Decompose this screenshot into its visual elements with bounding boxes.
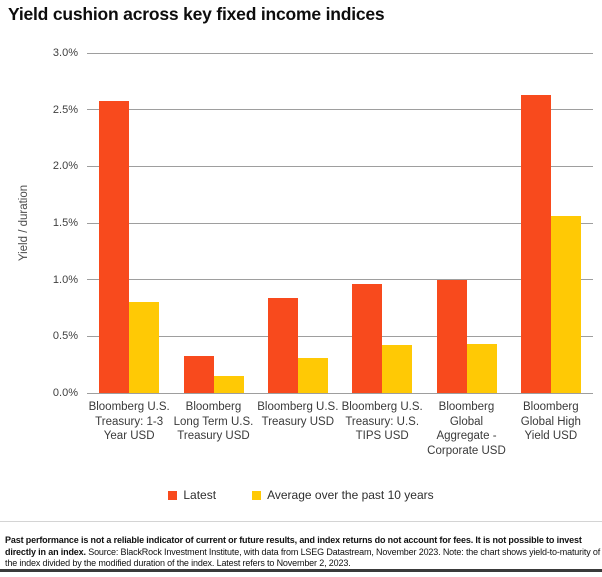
gridline-2.5% (87, 109, 593, 111)
bottom-border (0, 569, 602, 572)
bar-average-over-the-past-10-years-0 (129, 302, 160, 393)
bar-average-over-the-past-10-years-3 (382, 345, 413, 393)
y-tick-label: 1.5% (52, 217, 78, 229)
gridline-0.0% (87, 392, 593, 394)
bar-average-over-the-past-10-years-2 (297, 357, 328, 393)
bar-latest-3 (352, 284, 383, 393)
y-axis-title: Yield / duration (18, 184, 30, 262)
x-category-label-2: Bloomberg U.S. Treasury USD (257, 401, 339, 428)
legend: Latest Average over the past 10 years (0, 488, 602, 502)
x-axis-labels: Bloomberg U.S. Treasury: 1-3 Year USD Blo… (87, 400, 593, 458)
y-tick-label: 1.0% (52, 273, 78, 286)
legend-swatch-latest (168, 490, 178, 500)
legend-swatch-average-over-the-past-10-years (252, 490, 262, 500)
legend-item-average-over-the-past-10-years: Average over the past 10 years (252, 488, 434, 502)
footnote-disclaimer: Past performance is not a reliable indic… (5, 535, 582, 557)
bar-latest-5 (520, 94, 551, 393)
legend-label: Latest (183, 488, 217, 502)
y-tick-label: 3.0% (52, 47, 78, 59)
legend-item-latest: Latest (168, 488, 216, 502)
gridline-1.5% (87, 222, 593, 224)
footnote: Past performance is not a reliable indic… (5, 535, 602, 577)
x-category-label-5: Bloomberg Global High Yield USD (520, 401, 581, 442)
footnote-source: Source: BlackRock Investment Institute, … (5, 546, 601, 569)
bar-latest-2 (267, 297, 298, 393)
footer-divider (0, 521, 602, 522)
x-category-label-3: Bloomberg U.S. Treasury: U.S. TIPS USD (341, 401, 423, 442)
gridline-2.0% (87, 165, 593, 167)
bar-latest-4 (436, 279, 467, 393)
gridline-3.0% (87, 52, 593, 54)
bar-average-over-the-past-10-years-5 (550, 216, 581, 393)
gridline-0.5% (87, 335, 593, 337)
x-category-label-4: Bloomberg Global Aggregate - Corporate U… (427, 401, 506, 457)
bar-latest-1 (183, 355, 214, 393)
y-tick-label: 2.0% (52, 160, 78, 173)
x-category-label-0: Bloomberg U.S. Treasury: 1-3 Year USD (88, 401, 170, 442)
bar-average-over-the-past-10-years-4 (466, 344, 497, 393)
x-category-label-1: Bloomberg Long Term U.S. Treasury USD (173, 401, 254, 442)
gridline-1.0% (87, 279, 593, 281)
y-tick-label: 2.5% (52, 103, 78, 116)
y-tick-label: 0.5% (52, 330, 78, 343)
y-tick-label: 0.0% (52, 387, 78, 399)
legend-label: Average over the past 10 years (267, 488, 434, 502)
chart-title: Yield cushion across key fixed income in… (8, 4, 385, 24)
plot-area: 0.0% 0.5% 1.0% 1.5% 2.0% 2.5% 3.0% (53, 47, 593, 399)
bar-average-over-the-past-10-years-1 (213, 376, 244, 393)
bar-latest-0 (99, 100, 130, 393)
